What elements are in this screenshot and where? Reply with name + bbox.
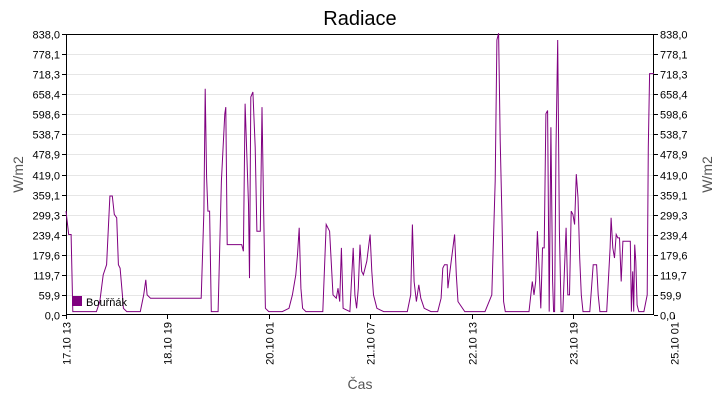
series-layer: [65, 33, 654, 313]
x-tick-label: 18.10 19: [163, 322, 175, 365]
y-tick-label-left: 658,4: [32, 90, 60, 102]
y-axis-right: 0,0 59,9 119,7 179,6 239,4 299,3 359,1 419,0 478…: [654, 30, 688, 323]
y-tick-label-right: 419,0: [660, 171, 688, 183]
y-tick-label-left: 419,0: [32, 171, 60, 183]
series-line-bourak: [65, 33, 654, 313]
y-tick-label-right: 478,9: [660, 150, 688, 162]
x-tick-label: 21.10 07: [366, 322, 378, 365]
x-tick-label: 25.10 01: [670, 322, 682, 365]
y-tick-label-left: 538,7: [32, 130, 60, 142]
y-tick-label-right: 119,7: [660, 271, 687, 283]
y-axis-title-left: W/m2: [10, 156, 26, 193]
y-tick-label-right: 838,0: [660, 30, 688, 42]
y-tick-label-right: 59,9: [660, 291, 681, 303]
plot-frame: [66, 34, 654, 315]
y-tick-label-left: 0,0: [45, 311, 60, 323]
y-tick-label-left: 119,7: [33, 271, 60, 283]
y-tick-label-left: 59,9: [39, 291, 60, 303]
chart-title: Radiace: [323, 8, 396, 30]
y-tick-label-left: 179,6: [32, 251, 60, 263]
x-axis-title: Čas: [348, 376, 373, 392]
y-tick-label-right: 299,3: [660, 211, 688, 223]
x-tick-label: 22.10 13: [468, 322, 480, 365]
y-tick-label-right: 538,7: [660, 130, 688, 142]
y-tick-label-right: 239,4: [660, 231, 688, 243]
y-tick-label-right: 778,1: [660, 50, 688, 62]
x-tick-label: 23.10 19: [569, 322, 581, 365]
y-tick-label-right: 718,3: [660, 70, 688, 82]
y-axis-title-right: W/m2: [699, 156, 715, 193]
y-tick-label-right: 658,4: [660, 90, 688, 102]
y-tick-label-right: 0,0: [660, 311, 675, 323]
y-tick-label-left: 299,3: [32, 211, 60, 223]
legend-swatch: [72, 296, 82, 306]
y-tick-label-right: 359,1: [660, 191, 688, 203]
x-tick-label: 17.10 13: [62, 322, 74, 365]
y-tick-label-right: 598,6: [660, 110, 688, 122]
y-tick-label-left: 598,6: [32, 110, 60, 122]
y-tick-label-left: 478,9: [32, 150, 60, 162]
y-tick-label-left: 718,3: [32, 70, 60, 82]
legend-label-boufnak: Bouřňák: [86, 297, 127, 309]
y-tick-label-left: 239,4: [32, 231, 60, 243]
x-axis: 17.10 13 18.10 19 20.10 01 21.10 07 22.10 13…: [62, 315, 682, 365]
legend: Bouřňák: [72, 296, 127, 309]
y-tick-label-left: 778,1: [32, 50, 60, 62]
y-axis-left: 0,0 59,9 119,7 179,6 239,4 299,3 359,1 419,0 478…: [32, 30, 66, 323]
y-tick-label-right: 179,6: [660, 251, 688, 263]
x-tick-label: 20.10 01: [265, 322, 277, 365]
y-tick-label-left: 838,0: [32, 30, 60, 42]
grid-lines: [66, 54, 654, 296]
y-tick-label-left: 359,1: [32, 191, 60, 203]
